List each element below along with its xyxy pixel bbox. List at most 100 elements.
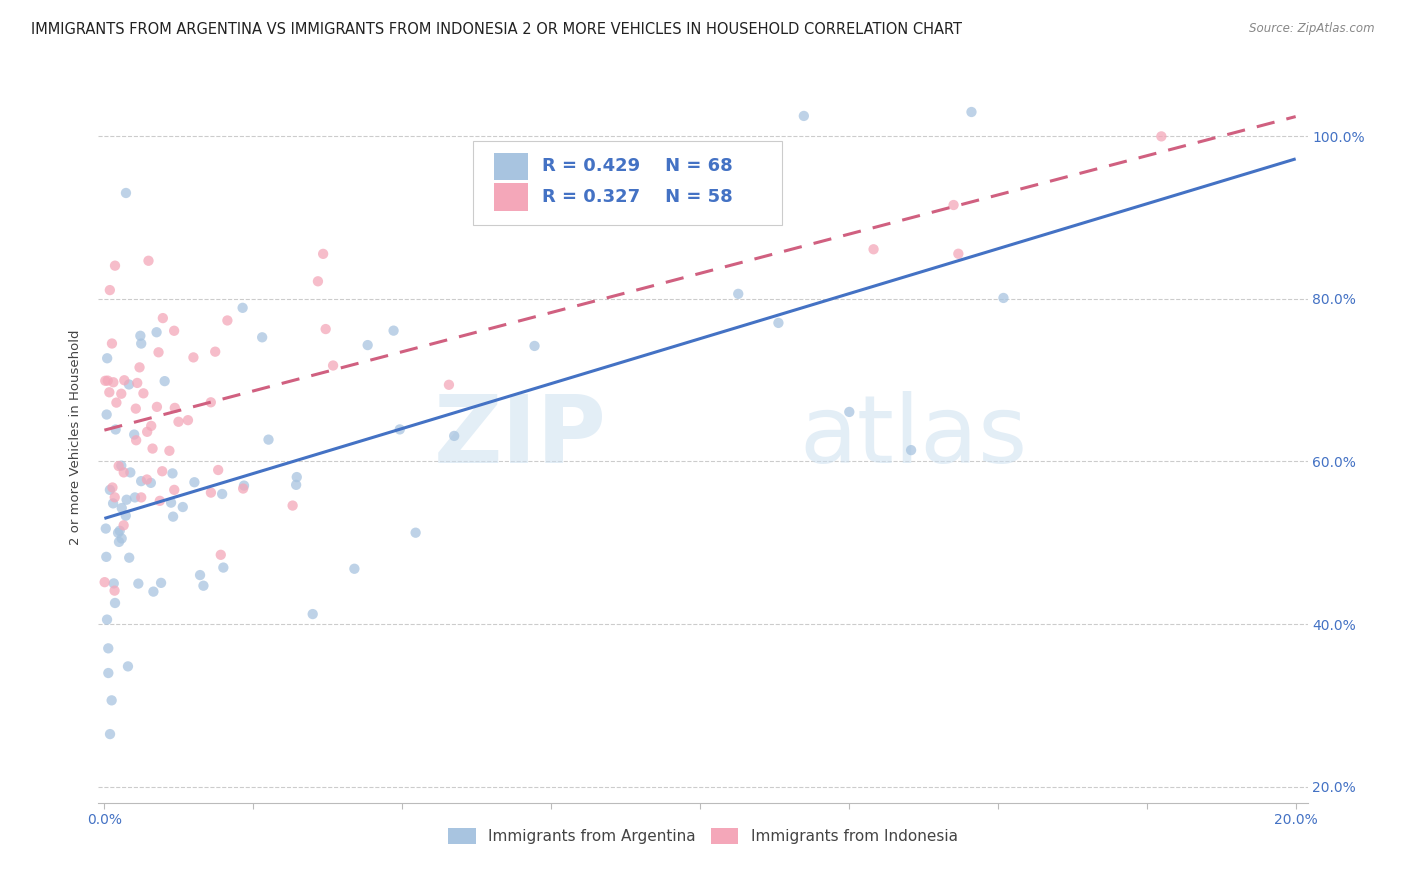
Point: [117, 659, 139, 673]
Text: R = 0.429    N = 68: R = 0.429 N = 68: [543, 158, 733, 176]
Point: [141, 418, 163, 433]
Point: [97, 666, 120, 681]
Point: [862, 242, 884, 256]
Point: [312, 247, 335, 261]
Point: [100, 693, 122, 707]
Point: [163, 483, 186, 497]
Point: [108, 524, 131, 538]
Point: [132, 386, 155, 401]
Point: [948, 246, 970, 260]
Point: [120, 466, 142, 480]
Point: [110, 458, 132, 473]
Point: [183, 351, 205, 365]
Point: [232, 301, 254, 315]
Point: [322, 359, 344, 373]
Point: [960, 105, 983, 120]
Point: [167, 415, 190, 429]
Point: [188, 568, 211, 582]
Point: [135, 473, 157, 487]
Point: [993, 291, 1015, 305]
Point: [129, 491, 152, 505]
Point: [177, 413, 200, 427]
Point: [118, 377, 141, 392]
Point: [104, 491, 127, 505]
Point: [136, 425, 159, 439]
Point: [232, 482, 254, 496]
Point: [150, 575, 173, 590]
Point: [285, 478, 308, 492]
Point: [382, 324, 405, 338]
Point: [127, 376, 149, 390]
Point: [139, 475, 162, 490]
Legend: Immigrants from Argentina, Immigrants from Indonesia: Immigrants from Argentina, Immigrants fr…: [443, 822, 963, 850]
Point: [114, 508, 136, 523]
Point: [146, 400, 169, 414]
Point: [437, 377, 460, 392]
Point: [129, 474, 152, 488]
Point: [200, 395, 222, 409]
Point: [103, 376, 125, 390]
Point: [111, 532, 134, 546]
Point: [200, 485, 222, 500]
Point: [104, 596, 127, 610]
Point: [101, 481, 124, 495]
Text: atlas: atlas: [800, 391, 1028, 483]
Point: [104, 422, 127, 436]
Point: [162, 509, 184, 524]
Point: [157, 443, 180, 458]
Point: [356, 338, 378, 352]
Point: [343, 562, 366, 576]
Text: IMMIGRANTS FROM ARGENTINA VS IMMIGRANTS FROM INDONESIA 2 OR MORE VEHICLES IN HOU: IMMIGRANTS FROM ARGENTINA VS IMMIGRANTS …: [31, 22, 962, 37]
Point: [101, 336, 124, 351]
Point: [98, 483, 121, 497]
Bar: [494, 183, 527, 211]
Point: [129, 336, 152, 351]
Point: [388, 422, 411, 436]
Point: [838, 405, 860, 419]
Point: [108, 535, 131, 549]
Point: [301, 607, 323, 621]
Point: [793, 109, 815, 123]
Point: [96, 408, 118, 422]
Point: [183, 475, 205, 490]
Point: [193, 579, 215, 593]
Point: [285, 470, 308, 484]
Point: [122, 427, 145, 442]
Point: [141, 442, 163, 456]
Point: [138, 253, 160, 268]
Point: [281, 499, 304, 513]
Point: [98, 385, 121, 400]
Point: [103, 576, 125, 591]
Point: [142, 584, 165, 599]
Point: [172, 500, 194, 514]
Point: [567, 188, 589, 202]
Point: [768, 316, 790, 330]
Point: [101, 496, 124, 510]
Bar: [494, 153, 527, 180]
Point: [153, 374, 176, 388]
Point: [96, 351, 118, 366]
Point: [112, 466, 135, 480]
Point: [149, 493, 172, 508]
Point: [163, 401, 186, 415]
Point: [315, 322, 337, 336]
Point: [1150, 129, 1173, 144]
Point: [111, 501, 134, 516]
Point: [125, 434, 148, 448]
Point: [163, 324, 186, 338]
Point: [93, 575, 115, 590]
Point: [207, 463, 229, 477]
Point: [217, 313, 239, 327]
FancyBboxPatch shape: [474, 141, 782, 225]
Point: [97, 374, 120, 388]
Point: [250, 330, 273, 344]
Point: [152, 311, 174, 326]
Point: [127, 576, 149, 591]
Point: [98, 727, 121, 741]
Point: [727, 286, 749, 301]
Point: [212, 560, 235, 574]
Point: [96, 549, 118, 564]
Point: [443, 429, 465, 443]
Point: [103, 583, 125, 598]
Point: [257, 433, 280, 447]
